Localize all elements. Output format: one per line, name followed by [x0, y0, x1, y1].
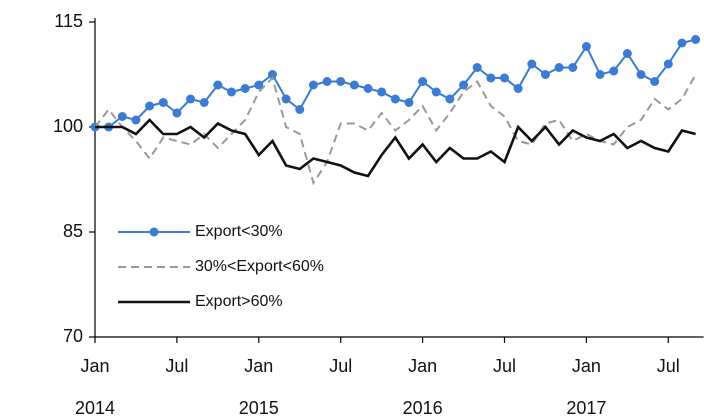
marker — [691, 35, 701, 44]
marker — [663, 59, 673, 69]
marker — [363, 84, 373, 93]
marker — [199, 98, 209, 107]
marker — [500, 73, 509, 83]
y-tick-label: 115 — [54, 11, 83, 31]
legend-label: Export>60% — [195, 293, 283, 310]
marker — [254, 80, 264, 90]
marker — [622, 49, 632, 58]
y-tick-label: 100 — [53, 116, 83, 136]
x-tick-label: Jan — [80, 356, 109, 376]
marker — [336, 77, 346, 86]
series-line — [95, 118, 696, 178]
marker — [186, 94, 196, 104]
marker — [377, 87, 387, 97]
marker — [322, 77, 332, 86]
marker — [213, 80, 223, 90]
marker — [281, 94, 291, 104]
marker — [117, 112, 127, 121]
legend-marker — [149, 227, 159, 237]
x-year-label: 2014 — [75, 398, 115, 418]
marker — [636, 70, 646, 79]
x-tick-label: Jul — [329, 356, 352, 376]
x-tick-label: Jan — [408, 356, 437, 376]
marker — [459, 80, 469, 90]
marker — [295, 105, 305, 114]
marker — [445, 94, 455, 104]
x-tick-label: Jan — [244, 356, 273, 376]
x-tick-label: Jul — [493, 356, 516, 376]
marker — [158, 98, 168, 107]
marker — [172, 108, 182, 118]
legend-label: 30%<Export<60% — [195, 258, 324, 275]
marker — [131, 115, 141, 125]
marker — [227, 87, 236, 97]
marker — [554, 63, 564, 72]
x-tick-label: Jul — [657, 356, 680, 376]
marker — [486, 73, 496, 83]
marker — [650, 77, 660, 86]
series-line — [94, 74, 697, 186]
x-tick-label: Jul — [165, 356, 188, 376]
marker — [472, 63, 482, 72]
marker — [568, 63, 578, 72]
marker — [349, 80, 359, 90]
marker — [267, 70, 277, 79]
marker — [527, 59, 537, 69]
marker — [308, 80, 318, 90]
y-tick-label: 85 — [63, 221, 83, 241]
marker — [609, 66, 619, 76]
marker — [418, 77, 428, 86]
x-year-label: 2017 — [566, 398, 606, 418]
marker — [404, 98, 414, 107]
series-line — [95, 38, 696, 128]
marker — [240, 84, 250, 93]
marker — [431, 87, 441, 97]
marker — [390, 94, 400, 104]
marker — [145, 101, 155, 111]
legend-label: Export<30% — [195, 223, 283, 240]
y-tick-label: 70 — [63, 326, 83, 346]
x-year-label: 2015 — [239, 398, 279, 418]
marker — [677, 38, 687, 48]
marker — [513, 84, 523, 93]
x-tick-label: Jan — [572, 356, 601, 376]
x-year-label: 2016 — [403, 398, 443, 418]
marker — [581, 42, 591, 51]
marker — [595, 70, 605, 79]
marker — [540, 70, 550, 79]
